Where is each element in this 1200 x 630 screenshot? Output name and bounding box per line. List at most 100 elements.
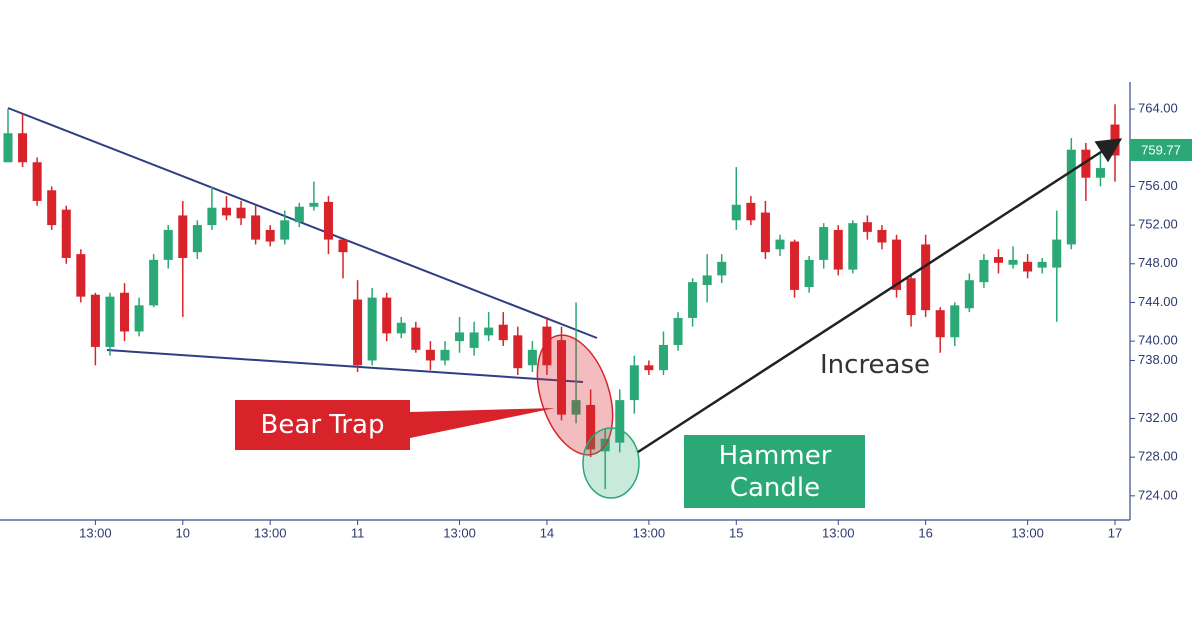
- hammer-box: [684, 435, 865, 508]
- trend-line: [7, 107, 598, 339]
- candle-body: [717, 261, 727, 276]
- y-tick-label: 724.00: [1138, 487, 1178, 502]
- candle-body: [979, 259, 989, 283]
- candle-body: [1066, 149, 1076, 245]
- x-tick-label: 17: [1108, 525, 1122, 540]
- candle-body: [1052, 239, 1062, 268]
- candle-body: [1095, 168, 1105, 178]
- candle-body: [265, 229, 275, 242]
- increase-arrow: [637, 138, 1123, 454]
- candle-body: [1037, 261, 1047, 268]
- candle-body: [149, 259, 159, 306]
- candle-body: [1008, 259, 1018, 265]
- x-tick-label: 13:00: [1011, 525, 1044, 540]
- candle-body: [178, 215, 188, 258]
- x-tick-label: 14: [540, 525, 554, 540]
- x-tick-label: 13:00: [822, 525, 855, 540]
- x-tick-label: 10: [176, 525, 190, 540]
- candle-body: [382, 297, 392, 334]
- y-tick-label: 740.00: [1138, 333, 1178, 348]
- candle-body: [746, 202, 756, 221]
- y-tick-label: 748.00: [1138, 255, 1178, 270]
- candle-body: [280, 220, 290, 240]
- candle-body: [615, 400, 625, 443]
- candle-body: [658, 344, 668, 371]
- y-tick-label: 744.00: [1138, 294, 1178, 309]
- candle-body: [542, 326, 552, 366]
- candle-body: [906, 278, 916, 316]
- bear-trap-label: Bear Trap: [260, 410, 385, 440]
- candle-body: [353, 299, 363, 366]
- candle-body: [338, 239, 348, 253]
- candle-body: [32, 162, 42, 201]
- candle-body: [440, 349, 450, 361]
- y-tick-label: 728.00: [1138, 449, 1178, 464]
- hammer-ellipse: [582, 427, 640, 499]
- candle-body: [61, 209, 71, 258]
- candle-body: [877, 229, 887, 243]
- candle-body: [367, 297, 377, 361]
- candle-body: [1023, 261, 1033, 272]
- candle-body: [804, 259, 814, 287]
- candle-body: [236, 207, 246, 219]
- bear-trap-ellipse: [536, 334, 614, 456]
- x-tick-label: 13:00: [633, 525, 666, 540]
- candle-body: [105, 296, 115, 347]
- candle-body: [950, 305, 960, 338]
- candle-body: [207, 207, 217, 226]
- y-tick-label: 756.00: [1138, 178, 1178, 193]
- candle-body: [964, 280, 974, 309]
- candle-body: [309, 202, 319, 207]
- candle-body: [18, 133, 28, 163]
- candle-body: [1081, 149, 1091, 178]
- candle-body: [527, 349, 537, 366]
- candle-body: [294, 206, 304, 223]
- candle-body: [833, 229, 843, 270]
- x-tick-label: 15: [729, 525, 743, 540]
- candle-body: [90, 294, 100, 347]
- candle-body: [3, 133, 13, 163]
- candle-body: [47, 190, 57, 226]
- y-tick-label: 764.00: [1138, 101, 1178, 116]
- candle-body: [323, 201, 333, 240]
- x-tick-label: 11: [351, 525, 365, 540]
- candle-body: [455, 332, 465, 342]
- bear-trap-box: [235, 400, 555, 450]
- y-tick-label: 752.00: [1138, 217, 1178, 232]
- candle-body: [921, 244, 931, 311]
- candle-body: [469, 332, 479, 348]
- candle-body: [498, 324, 508, 341]
- candle-body: [775, 239, 785, 250]
- candle-body: [935, 310, 945, 338]
- x-tick-label: 16: [918, 525, 932, 540]
- candle-body: [571, 400, 581, 415]
- candle-body: [688, 282, 698, 318]
- candle-body: [484, 327, 494, 336]
- hammer-label: Hammer Candle: [718, 441, 832, 503]
- candle-body: [76, 254, 86, 297]
- candle-body: [891, 239, 902, 290]
- candle-body: [760, 212, 770, 253]
- increase-label: Increase: [820, 350, 931, 380]
- candle-body: [819, 227, 829, 260]
- candle-body: [629, 365, 639, 401]
- candle-body: [221, 207, 232, 216]
- candle-body: [586, 404, 596, 450]
- candle-body: [556, 340, 567, 415]
- candle-body: [702, 275, 712, 286]
- x-tick-label: 13:00: [79, 525, 112, 540]
- candle-body: [251, 215, 261, 240]
- candle-body: [163, 229, 173, 260]
- candle-body: [396, 322, 406, 334]
- candle-body: [848, 223, 858, 270]
- candle-body: [673, 317, 683, 345]
- candle-body: [644, 365, 654, 371]
- y-tick-label: 738.00: [1138, 352, 1178, 367]
- last-price-box: [1130, 138, 1192, 161]
- candle-body: [134, 305, 144, 332]
- y-tick-label: 732.00: [1138, 410, 1178, 425]
- candle-body: [731, 204, 741, 221]
